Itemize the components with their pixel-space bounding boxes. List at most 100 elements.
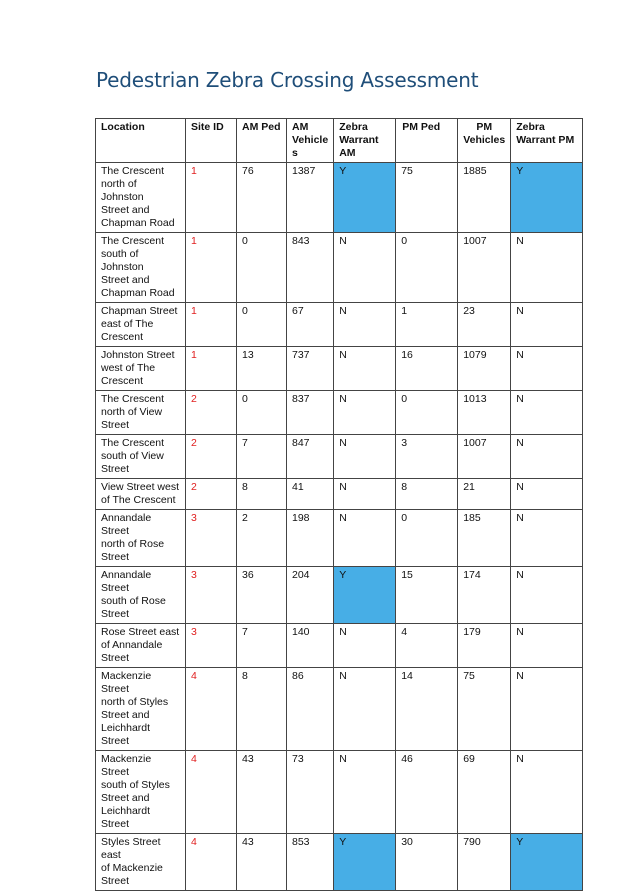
table-row: Annandale Street north of Rose Street 3 2 198… (95, 509, 584, 567)
location-cell: The Crescent south of Johnston Street and C… (95, 232, 186, 303)
location-cell: Styles Street east of Mackenzie Street (95, 833, 186, 891)
location-line: south of Johnston (101, 248, 144, 273)
am-ped-cell: 0 (236, 390, 287, 435)
am-ped-cell: 2 (236, 509, 287, 567)
am-vehicles-cell: 67 (285, 302, 335, 347)
am-vehicles-cell: 837 (285, 390, 335, 435)
location-line: Mackenzie Street (101, 753, 152, 778)
site-id-cell: 4 (185, 667, 237, 751)
site-id-cell: 4 (185, 833, 237, 891)
table-row: The Crescent south of View Street 2 7 847 N 3 10… (95, 434, 584, 479)
am-ped-cell: 36 (236, 566, 287, 624)
table-row: Chapman Street east of The Crescent 1 0 67 N 1 2… (95, 302, 584, 347)
pm-vehicles-cell: 1079 (457, 346, 512, 391)
table-row: The Crescent south of Johnston Street and C… (95, 232, 584, 303)
zebra-warrant-am-cell: N (333, 667, 397, 751)
pm-vehicles-cell: 1885 (457, 162, 512, 233)
zebra-warrant-am-cell: Y (333, 566, 397, 624)
site-id-cell: 1 (185, 346, 237, 391)
zebra-warrant-pm-cell: N (510, 509, 584, 567)
zebra-warrant-am-cell: N (333, 346, 397, 391)
location-cell: Mackenzie Street south of Styles Street an… (95, 750, 186, 834)
am-ped-cell: 8 (236, 478, 287, 510)
pm-ped-cell: 14 (395, 667, 459, 751)
location-line: Chapman Road (101, 287, 175, 299)
location-cell: Johnston Street west of The Crescent (95, 346, 186, 391)
header-pm-vehicles: PM Vehicles (457, 118, 512, 163)
pm-ped-cell: 3 (395, 434, 459, 479)
table-body: The Crescent north of Johnston Street and C… (95, 162, 584, 891)
pm-vehicles-cell: 174 (457, 566, 512, 624)
location-line: Leichhardt Street (101, 722, 151, 747)
location-line: Street (101, 608, 130, 620)
header-line: s (292, 147, 298, 159)
header-zebra-warrant-am: Zebra Warrant AM (333, 118, 397, 163)
pm-ped-cell: 4 (395, 623, 459, 668)
location-line: west of The (101, 362, 156, 374)
location-line: Street and (101, 792, 150, 804)
am-vehicles-cell: 41 (285, 478, 335, 510)
location-line: Johnston Street (101, 349, 175, 361)
header-pm-ped: PM Ped (395, 118, 459, 163)
zebra-warrant-pm-cell: N (510, 232, 584, 303)
location-line: The Crescent (101, 165, 165, 177)
location-line: Crescent (101, 331, 144, 343)
location-cell: Mackenzie Street north of Styles Street an… (95, 667, 186, 751)
location-line: north of View (101, 406, 163, 418)
table-row: Mackenzie Street north of Styles Street an… (95, 667, 584, 751)
location-cell: The Crescent south of View Street (95, 434, 186, 479)
zebra-warrant-pm-cell: N (510, 667, 584, 751)
zebra-warrant-am-cell: N (333, 623, 397, 668)
location-line: The Crescent (101, 393, 165, 405)
pm-ped-cell: 15 (395, 566, 459, 624)
location-line: Leichhardt Street (101, 805, 151, 830)
pm-vehicles-cell: 185 (457, 509, 512, 567)
table-row: Styles Street east of Mackenzie Street 4 43 8… (95, 833, 584, 891)
location-line: Street (101, 419, 130, 431)
am-ped-cell: 0 (236, 302, 287, 347)
header-line: AM (292, 121, 309, 133)
pm-ped-cell: 30 (395, 833, 459, 891)
location-line: Street (101, 652, 130, 664)
am-vehicles-cell: 1387 (285, 162, 335, 233)
am-ped-cell: 13 (236, 346, 287, 391)
am-ped-cell: 0 (236, 232, 287, 303)
pm-vehicles-cell: 179 (457, 623, 512, 668)
location-line: The Crescent (101, 437, 165, 449)
zebra-warrant-am-cell: Y (333, 162, 397, 233)
location-line: View Street west (101, 481, 180, 493)
am-vehicles-cell: 843 (285, 232, 335, 303)
am-ped-cell: 7 (236, 623, 287, 668)
zebra-warrant-pm-cell: N (510, 750, 584, 834)
site-id-cell: 2 (185, 390, 237, 435)
site-id-cell: 1 (185, 232, 237, 303)
zebra-warrant-pm-cell: N (510, 302, 584, 347)
location-line: north of Johnston (101, 178, 144, 203)
zebra-warrant-pm-cell: N (510, 566, 584, 624)
am-vehicles-cell: 737 (285, 346, 335, 391)
location-line: Street and (101, 204, 150, 216)
header-line: PM (476, 121, 493, 133)
am-ped-cell: 8 (236, 667, 287, 751)
pm-ped-cell: 16 (395, 346, 459, 391)
location-cell: The Crescent north of Johnston Street and C… (95, 162, 186, 233)
pm-vehicles-cell: 69 (457, 750, 512, 834)
location-cell: Rose Street east of Annandale Street (95, 623, 186, 668)
table-row: Johnston Street west of The Crescent 1 13 737… (95, 346, 584, 391)
zebra-warrant-am-cell: N (333, 750, 397, 834)
zebra-warrant-am-cell: N (333, 232, 397, 303)
page-title: Pedestrian Zebra Crossing Assessment (96, 68, 479, 92)
table-row: Mackenzie Street south of Styles Street an… (95, 750, 584, 834)
location-line: Street (101, 875, 130, 887)
header-line: Zebra (339, 121, 368, 133)
header-line: Warrant PM (516, 134, 575, 146)
pm-vehicles-cell: 21 (457, 478, 512, 510)
table-row: View Street west of The Crescent 2 8 41 N 8 21 N (95, 478, 584, 510)
zebra-warrant-am-cell: N (333, 302, 397, 347)
header-line: Warrant (339, 134, 379, 146)
zebra-warrant-pm-cell: N (510, 346, 584, 391)
location-line: of The Crescent (101, 494, 176, 506)
header-line: Vehicle (292, 134, 329, 146)
table-row: Annandale Street south of Rose Street 3 36 20… (95, 566, 584, 624)
site-id-cell: 1 (185, 302, 237, 347)
